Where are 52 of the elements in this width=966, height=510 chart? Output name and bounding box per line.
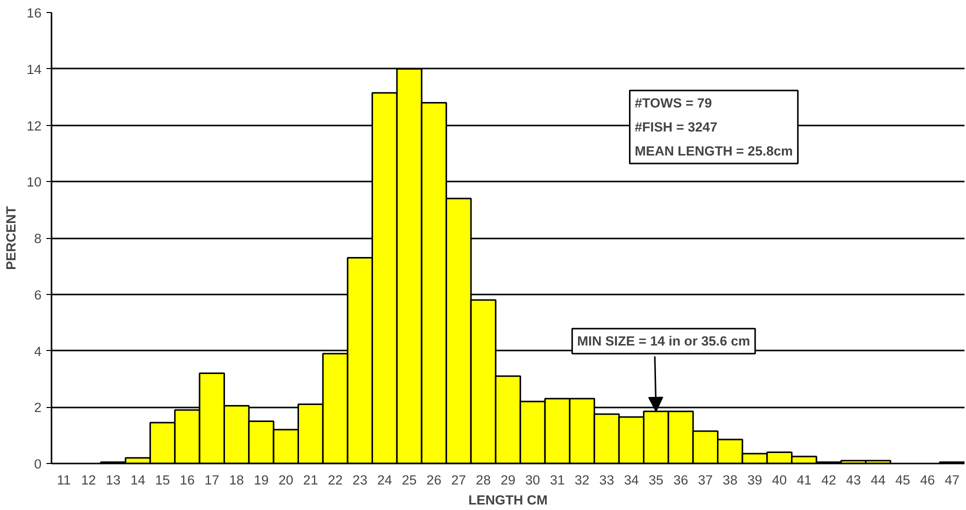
x-tick-label: 11: [56, 472, 71, 488]
x-tick-label: 26: [426, 472, 442, 488]
y-tick-label: 6: [34, 287, 42, 302]
x-tick-label: 37: [698, 472, 713, 488]
x-tick-label: 25: [402, 472, 417, 488]
x-tick-label: 43: [846, 472, 861, 488]
x-tick-label: 19: [254, 472, 269, 488]
y-tick-label: 10: [26, 174, 42, 190]
x-tick-label: 32: [574, 472, 590, 488]
y-tick-label: 2: [34, 400, 42, 416]
y-tick-label: 14: [26, 62, 42, 77]
x-tick-label: 17: [204, 472, 220, 488]
y-tick-label: 0: [34, 456, 42, 472]
annotation: #FISH = 3247: [634, 120, 718, 134]
y-tick-label: 8: [34, 231, 42, 246]
x-tick-label: 39: [747, 472, 762, 488]
y-tick-label: 12: [26, 118, 42, 134]
x-tick-label: 31: [550, 472, 565, 488]
x-tick-label: 28: [476, 472, 491, 488]
x-tick-label: 41: [796, 472, 812, 488]
x-tick-label: 23: [352, 472, 368, 488]
x-tick-label: 21: [303, 472, 318, 488]
x-tick-label: 38: [722, 472, 738, 488]
annotation: MIN SIZE = 14 in or 35.6 cm: [577, 334, 750, 349]
x-tick-label: 33: [599, 472, 614, 488]
x-tick-label: 34: [624, 472, 640, 488]
x-tick-label: 45: [895, 472, 910, 488]
x-tick-label: 40: [772, 472, 787, 488]
x-tick-label: 13: [106, 472, 121, 488]
x-tick-label: 30: [525, 472, 540, 488]
y-axis-title: PERCENT: [4, 206, 19, 270]
x-tick-label: 18: [229, 472, 244, 488]
x-axis-title: LENGTH CM: [468, 492, 548, 508]
annotation: #TOWS = 79: [634, 96, 712, 110]
x-tick-label: 12: [81, 472, 96, 488]
x-tick-label: 20: [278, 472, 294, 488]
x-tick-label: 22: [328, 472, 343, 488]
y-tick-label: 16: [26, 6, 42, 20]
x-tick-label: 24: [377, 472, 393, 488]
x-tick-label: 27: [451, 472, 466, 488]
x-tick-label: 42: [821, 472, 836, 488]
x-tick-label: 16: [180, 472, 195, 488]
x-tick-label: 35: [648, 472, 664, 488]
x-tick-label: 36: [673, 472, 688, 488]
x-tick-label: 29: [500, 472, 516, 488]
x-tick-label: 14: [130, 472, 146, 488]
annotation: MEAN LENGTH = 25.8cm: [634, 144, 794, 158]
x-tick-label: 46: [920, 472, 935, 488]
x-tick-label: 47: [944, 472, 960, 488]
x-tick-label: 44: [870, 472, 886, 488]
y-tick-label: 4: [34, 344, 42, 359]
x-tick-label: 15: [155, 472, 170, 488]
